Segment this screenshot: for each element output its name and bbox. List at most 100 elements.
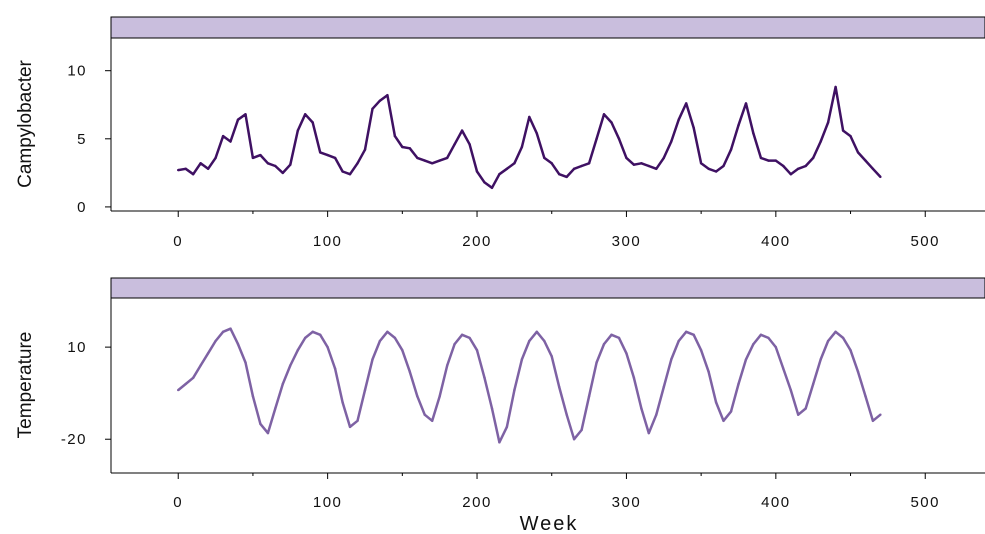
x-tick-label: 300 bbox=[612, 494, 642, 511]
data-point bbox=[356, 420, 358, 422]
data-point bbox=[648, 165, 650, 167]
data-point bbox=[707, 371, 709, 373]
data-point bbox=[341, 401, 343, 403]
data-point bbox=[416, 157, 418, 159]
data-point bbox=[797, 168, 799, 170]
data-point bbox=[386, 331, 388, 333]
data-point bbox=[192, 173, 194, 175]
x-tick-label: 0 bbox=[173, 494, 183, 511]
data-point bbox=[326, 154, 328, 156]
data-point bbox=[558, 173, 560, 175]
data-point bbox=[259, 154, 261, 156]
data-point bbox=[349, 426, 351, 428]
data-point bbox=[237, 343, 239, 345]
data-point bbox=[446, 157, 448, 159]
data-point bbox=[543, 157, 545, 159]
data-point bbox=[222, 331, 224, 333]
data-point bbox=[334, 367, 336, 369]
data-point bbox=[439, 159, 441, 161]
x-tick-label: 500 bbox=[910, 494, 940, 511]
data-point bbox=[379, 340, 381, 342]
y-tick-label: -20 bbox=[61, 431, 87, 448]
data-point bbox=[297, 129, 299, 131]
data-point bbox=[670, 140, 672, 142]
data-point bbox=[573, 438, 575, 440]
data-point bbox=[259, 423, 261, 425]
campylobacter-points bbox=[177, 86, 882, 189]
data-point bbox=[588, 162, 590, 164]
data-point bbox=[207, 168, 209, 170]
data-point bbox=[207, 352, 209, 354]
data-point bbox=[416, 395, 418, 397]
data-point bbox=[252, 395, 254, 397]
data-point bbox=[782, 165, 784, 167]
data-point bbox=[857, 151, 859, 153]
data-point bbox=[580, 165, 582, 167]
data-point bbox=[775, 159, 777, 161]
temperature-series-line bbox=[178, 329, 880, 443]
data-point bbox=[849, 135, 851, 137]
data-point bbox=[536, 331, 538, 333]
data-point bbox=[715, 401, 717, 403]
x-tick-label: 300 bbox=[612, 233, 642, 250]
y-tick-label: 0 bbox=[77, 199, 87, 216]
data-point bbox=[767, 337, 769, 339]
data-point bbox=[834, 86, 836, 88]
data-point bbox=[595, 361, 597, 363]
data-point bbox=[536, 132, 538, 134]
data-point bbox=[521, 146, 523, 148]
data-point bbox=[461, 129, 463, 131]
data-point bbox=[431, 420, 433, 422]
data-point bbox=[588, 395, 590, 397]
data-point bbox=[371, 358, 373, 360]
data-point bbox=[618, 138, 620, 140]
data-point bbox=[566, 176, 568, 178]
data-point bbox=[820, 140, 822, 142]
data-point bbox=[857, 371, 859, 373]
data-point bbox=[610, 121, 612, 123]
data-point bbox=[745, 358, 747, 360]
data-point bbox=[775, 346, 777, 348]
data-point bbox=[401, 349, 403, 351]
data-point bbox=[521, 358, 523, 360]
data-point bbox=[678, 119, 680, 121]
data-point bbox=[491, 407, 493, 409]
data-point bbox=[730, 410, 732, 412]
data-point bbox=[244, 361, 246, 363]
data-point bbox=[244, 113, 246, 115]
data-point bbox=[872, 168, 874, 170]
data-point bbox=[304, 337, 306, 339]
data-point bbox=[767, 159, 769, 161]
data-point bbox=[409, 371, 411, 373]
data-point bbox=[864, 159, 866, 161]
data-point bbox=[573, 168, 575, 170]
data-point bbox=[633, 377, 635, 379]
data-point bbox=[760, 157, 762, 159]
data-point bbox=[737, 383, 739, 385]
data-point bbox=[655, 168, 657, 170]
data-point bbox=[446, 364, 448, 366]
data-point bbox=[842, 337, 844, 339]
data-point bbox=[648, 432, 650, 434]
data-point bbox=[663, 386, 665, 388]
data-point bbox=[229, 328, 231, 330]
y-tick-label: 10 bbox=[67, 339, 87, 356]
data-point bbox=[790, 389, 792, 391]
data-point bbox=[827, 121, 829, 123]
data-point bbox=[633, 164, 635, 166]
data-point bbox=[386, 94, 388, 96]
data-point bbox=[483, 181, 485, 183]
data-point bbox=[805, 407, 807, 409]
data-point bbox=[461, 334, 463, 336]
data-point bbox=[319, 151, 321, 153]
data-point bbox=[558, 386, 560, 388]
x-tick-label: 200 bbox=[462, 233, 492, 250]
y-tick-label: 10 bbox=[67, 63, 87, 80]
data-point bbox=[551, 162, 553, 164]
data-point bbox=[700, 162, 702, 164]
data-point bbox=[229, 140, 231, 142]
data-point bbox=[745, 102, 747, 104]
data-point bbox=[185, 168, 187, 170]
data-point bbox=[409, 147, 411, 149]
temperature-ticks: 0 100 200 300 400 500-2010 bbox=[61, 339, 940, 511]
